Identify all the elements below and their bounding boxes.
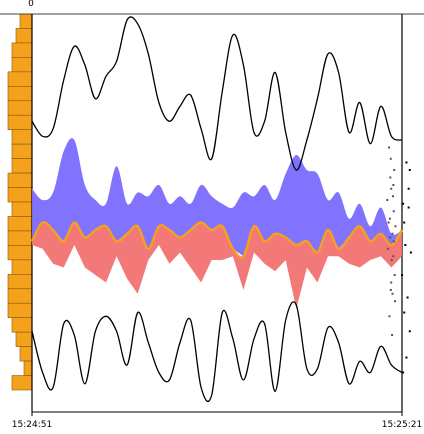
scatter-point bbox=[392, 240, 395, 243]
scatter-point bbox=[394, 225, 397, 228]
scatter-point bbox=[391, 292, 394, 295]
histogram-bar bbox=[7, 302, 33, 318]
scatter-point bbox=[394, 300, 397, 303]
series-lines bbox=[30, 16, 404, 403]
histogram-bar bbox=[7, 216, 33, 232]
histogram-bar bbox=[11, 57, 33, 73]
scatter-point bbox=[407, 206, 410, 209]
histogram-bar bbox=[11, 143, 33, 159]
scatter-point bbox=[391, 334, 394, 336]
scatter-point bbox=[388, 217, 391, 220]
scatter-point bbox=[390, 259, 393, 261]
scatter-point bbox=[392, 255, 395, 258]
scatter-point bbox=[403, 221, 406, 224]
scatter-point bbox=[389, 176, 392, 179]
histogram-top-label: 0 bbox=[28, 0, 34, 9]
x-tick-label-start: 15:24:51 bbox=[12, 420, 52, 430]
band-areas bbox=[32, 138, 402, 309]
upper-envelope-line bbox=[31, 16, 403, 171]
scatter-point bbox=[387, 247, 390, 250]
mean-line bbox=[30, 220, 404, 259]
scatter-point bbox=[402, 202, 405, 205]
histogram-bar bbox=[15, 28, 33, 44]
histogram-bar bbox=[7, 71, 33, 87]
x-axis: 15:24:51 15:25:21 bbox=[12, 420, 422, 430]
histogram-bar bbox=[7, 114, 33, 130]
scatter-point bbox=[393, 169, 396, 171]
histogram-bar bbox=[11, 158, 33, 174]
scatter-point bbox=[405, 356, 408, 359]
histogram-bar bbox=[23, 360, 33, 376]
histogram-bar bbox=[7, 187, 33, 203]
histogram-bar bbox=[11, 201, 33, 217]
scatter-point bbox=[390, 187, 393, 190]
scatter-point bbox=[393, 274, 396, 276]
histogram-bar bbox=[7, 172, 33, 188]
histogram-bar bbox=[7, 245, 33, 261]
scatter-point bbox=[408, 330, 411, 333]
scatter-point bbox=[391, 195, 394, 198]
histogram-bar bbox=[19, 346, 33, 362]
scatter-points bbox=[386, 146, 412, 374]
histogram-bar bbox=[11, 42, 33, 58]
scatter-point bbox=[392, 210, 395, 213]
scatter-point bbox=[404, 244, 407, 246]
scatter-point bbox=[389, 236, 392, 239]
scatter-point bbox=[406, 296, 409, 299]
histogram-bar bbox=[7, 86, 33, 102]
histogram-bar bbox=[15, 331, 33, 347]
scatter-point bbox=[401, 274, 403, 276]
scatter-point bbox=[403, 311, 406, 314]
histogram-bar bbox=[7, 230, 33, 246]
scatter-point bbox=[388, 146, 391, 149]
scatter-point bbox=[402, 371, 405, 374]
scatter-point bbox=[388, 315, 391, 318]
scatter-point bbox=[386, 199, 389, 201]
histogram-bar bbox=[11, 129, 33, 145]
scatter-point bbox=[407, 187, 410, 190]
scatter-point bbox=[391, 232, 394, 235]
x-tick-label-end: 15:25:21 bbox=[382, 420, 422, 430]
histogram-bar bbox=[7, 288, 33, 304]
scatter-point bbox=[389, 157, 392, 160]
upper-band-area bbox=[32, 138, 402, 257]
histogram-bar bbox=[19, 13, 33, 29]
plot-frame bbox=[0, 13, 424, 416]
lower-envelope-line bbox=[31, 301, 403, 403]
scatter-point bbox=[408, 169, 411, 171]
scatter-point bbox=[390, 281, 393, 284]
histogram-bar bbox=[7, 100, 33, 116]
histogram-bar bbox=[11, 375, 33, 391]
scatter-point bbox=[387, 221, 390, 224]
scatter-point bbox=[405, 161, 408, 164]
histogram bbox=[7, 13, 33, 391]
scatter-point bbox=[409, 251, 412, 254]
scatter-point bbox=[389, 289, 392, 291]
histogram-bar bbox=[11, 317, 33, 333]
histogram-bar bbox=[11, 259, 33, 275]
histogram-bar bbox=[7, 274, 33, 290]
scatter-point bbox=[392, 184, 395, 186]
